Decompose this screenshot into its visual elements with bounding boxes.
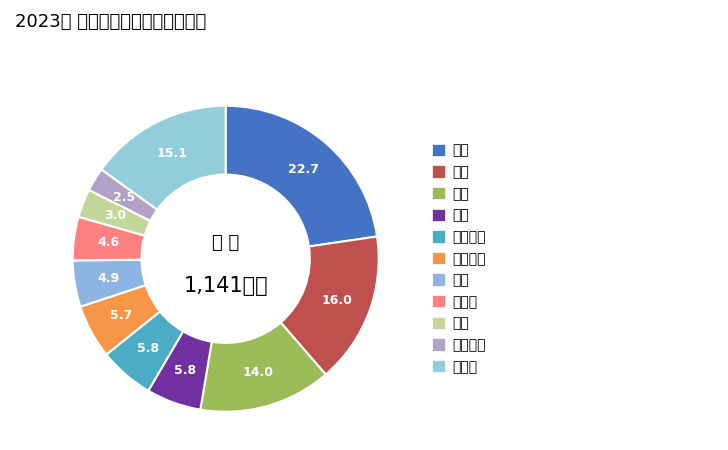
- Wedge shape: [149, 331, 212, 410]
- Wedge shape: [80, 285, 160, 355]
- Wedge shape: [89, 170, 157, 221]
- Text: 1,141億円: 1,141億円: [183, 276, 268, 296]
- Text: 15.1: 15.1: [156, 147, 187, 160]
- Text: 2023年 輸出相手国のシェア（％）: 2023年 輸出相手国のシェア（％）: [15, 14, 206, 32]
- Wedge shape: [200, 323, 325, 412]
- Wedge shape: [79, 190, 151, 236]
- Wedge shape: [281, 237, 379, 374]
- Text: 2.5: 2.5: [113, 191, 135, 204]
- Text: 16.0: 16.0: [321, 293, 352, 306]
- Wedge shape: [73, 260, 146, 306]
- Text: 総 額: 総 額: [212, 234, 240, 252]
- Wedge shape: [101, 106, 226, 210]
- Wedge shape: [106, 311, 183, 391]
- Text: 22.7: 22.7: [288, 162, 319, 176]
- Text: 4.6: 4.6: [97, 237, 119, 249]
- Text: 3.0: 3.0: [104, 209, 126, 222]
- Wedge shape: [226, 106, 377, 247]
- Legend: 米国, 台湾, 中国, 韓国, ベルギー, ベトナム, 香港, ドイツ, タイ, メキシコ, その他: 米国, 台湾, 中国, 韓国, ベルギー, ベトナム, 香港, ドイツ, タイ,…: [432, 144, 486, 374]
- Text: 5.8: 5.8: [137, 342, 159, 355]
- Text: 5.8: 5.8: [174, 364, 197, 377]
- Text: 5.7: 5.7: [111, 309, 132, 322]
- Text: 4.9: 4.9: [98, 272, 120, 285]
- Wedge shape: [73, 217, 145, 261]
- Text: 14.0: 14.0: [242, 366, 273, 379]
